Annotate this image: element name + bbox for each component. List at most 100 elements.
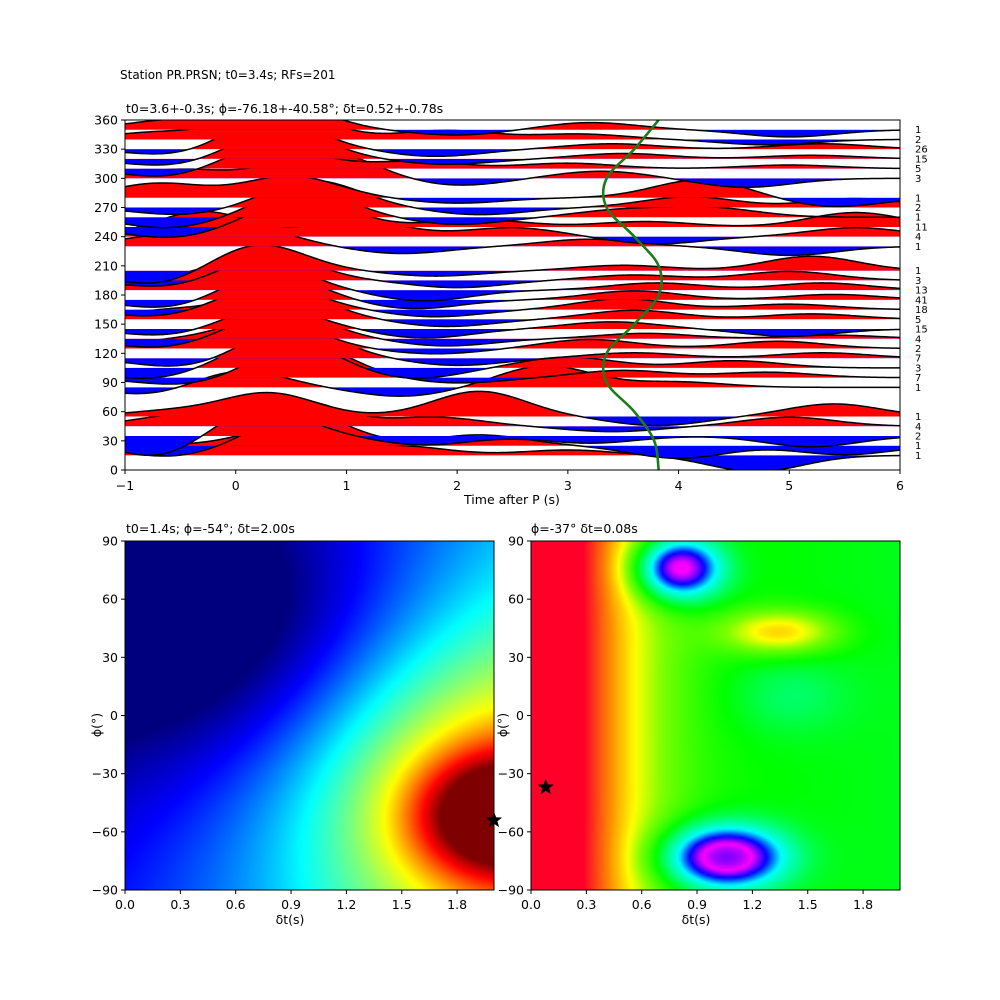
trace-count-label: 2 <box>915 344 921 355</box>
trace-count-label: 1 <box>915 441 921 452</box>
rf-gather-x-label: Time after P (s) <box>463 492 560 507</box>
x-tick-label: 5 <box>785 478 793 493</box>
rf-trace-line <box>125 120 900 138</box>
rf-trace-positive-fill <box>125 289 900 320</box>
x-tick-label: 4 <box>675 478 683 493</box>
grid-search-right-y-label: ϕ(°) <box>495 713 510 737</box>
grid-search-left-best-fit <box>485 811 503 828</box>
y-tick-label: 270 <box>94 200 118 215</box>
rf-trace-negative-fill <box>125 246 900 256</box>
grid-search-right-ticks: 0.0 0.3 0.6 0.9 1.2 1.5 1.8 −90 −60 −30 0 30 60 90 <box>498 534 873 913</box>
grid-search-left-x-label: δt(s) <box>276 912 305 927</box>
y-tick-label: 330 <box>94 142 118 157</box>
rf-trace-negative-fill <box>125 226 220 238</box>
grid-search-right-panel: ϕ=-37° δt=0.08s 0.0 0.3 0.6 0.9 1.2 1.5 1.8 −90… <box>495 521 901 927</box>
grid-search-right-x-label: δt(s) <box>682 912 711 927</box>
rf-trace-positive-fill <box>125 284 900 310</box>
y-tick-label: 0 <box>110 708 118 723</box>
rf-trace-negative-fill <box>125 338 900 348</box>
rf-trace-negative-fill <box>125 329 900 338</box>
rf-gather-panel: t0=3.6+-0.3s; ϕ=-76.18+-40.58°; δt=0.52+… <box>94 101 928 507</box>
rf-trace-line <box>125 175 900 208</box>
rf-trace-positive-fill <box>125 145 900 169</box>
y-tick-label: 0 <box>110 463 118 478</box>
trace-count-label: 1 <box>915 193 921 204</box>
trace-count-label: 1 <box>915 125 921 136</box>
rf-trace-positive-fill <box>125 175 779 198</box>
x-tick-label: 0.6 <box>632 897 652 912</box>
x-tick-label: 0.3 <box>170 897 190 912</box>
rf-trace-line <box>125 390 900 427</box>
x-tick-label: −1 <box>116 478 134 493</box>
rf-trace-negative-fill <box>125 387 461 397</box>
rf-trace-negative-fill <box>125 416 900 426</box>
y-tick-label: 60 <box>508 592 524 607</box>
trace-count-label: 2 <box>915 135 921 146</box>
model-delay-curve <box>601 120 663 470</box>
x-tick-label: 1.2 <box>742 897 762 912</box>
rf-trace-negative-fill <box>125 236 900 244</box>
rf-trace-positive-fill <box>125 120 900 130</box>
rf-gather-plot-area <box>125 120 900 470</box>
rf-trace-negative-fill <box>125 270 530 284</box>
y-tick-label: 180 <box>94 288 118 303</box>
rf-trace-negative-fill <box>125 217 541 228</box>
trace-count-label: 1 <box>915 242 921 253</box>
rf-trace-negative-fill <box>125 207 900 215</box>
rf-trace-negative-fill <box>125 377 900 385</box>
trace-count-label: 18 <box>915 305 928 316</box>
rf-trace-positive-fill <box>125 365 900 388</box>
grid-search-left-title: t0=1.4s; ϕ=-54°; δt=2.00s <box>126 521 295 536</box>
trace-count-label: 4 <box>915 334 921 345</box>
y-tick-label: 210 <box>94 258 118 273</box>
trace-count-label: 11 <box>915 222 928 233</box>
trace-count-label: 15 <box>915 325 928 336</box>
trace-count-label: 1 <box>915 451 921 462</box>
x-tick-label: 1 <box>342 478 350 493</box>
trace-count-label: 7 <box>915 373 921 384</box>
rf-trace-negative-fill <box>125 299 524 309</box>
trace-count-label: 3 <box>915 174 921 185</box>
rf-trace-negative-fill <box>125 309 525 317</box>
grid-search-right-best-fit <box>537 778 555 795</box>
x-tick-label: 6 <box>896 478 904 493</box>
best-fit-star-icon <box>485 811 503 828</box>
y-tick-label: 90 <box>102 375 118 390</box>
y-tick-label: 30 <box>102 650 118 665</box>
rf-trace-positive-fill <box>125 273 900 300</box>
x-tick-label: 1.8 <box>447 897 467 912</box>
trace-count-label: 2 <box>915 431 921 442</box>
rf-gather-title: t0=3.6+-0.3s; ϕ=-76.18+-40.58°; δt=0.52+… <box>126 101 443 116</box>
x-tick-label: 1.5 <box>798 897 818 912</box>
x-tick-label: 1.2 <box>336 897 356 912</box>
y-tick-label: 120 <box>94 346 118 361</box>
y-tick-label: 300 <box>94 171 118 186</box>
x-tick-label: 0.3 <box>576 897 596 912</box>
rf-trace-negative-fill <box>125 280 900 288</box>
rf-trace-positive-fill <box>195 308 701 330</box>
x-tick-label: 0.6 <box>226 897 246 912</box>
rf-trace-negative-fill <box>125 168 199 177</box>
y-tick-label: 30 <box>508 650 524 665</box>
y-tick-label: −90 <box>498 883 524 898</box>
best-fit-star-icon <box>537 778 555 795</box>
rf-gather-x-ticks: −1 0 1 2 3 4 5 6 <box>116 470 904 493</box>
rf-trace <box>125 390 900 427</box>
rf-trace-positive-fill <box>125 318 900 349</box>
y-tick-label: 60 <box>102 592 118 607</box>
trace-count-label: 41 <box>915 295 928 306</box>
y-tick-label: 90 <box>102 534 118 549</box>
rf-trace-negative-fill <box>125 319 900 327</box>
x-tick-label: 2 <box>453 478 461 493</box>
y-tick-label: 90 <box>508 534 524 549</box>
trace-count-label: 5 <box>915 315 921 326</box>
trace-count-label: 4 <box>915 422 921 433</box>
rf-trace-positive-fill <box>125 245 900 271</box>
y-tick-label: −60 <box>92 824 118 839</box>
rf-trace-negative-fill <box>125 445 900 459</box>
rf-trace-positive-fill <box>125 409 900 436</box>
trace-count-label: 1 <box>915 412 921 423</box>
trace-count-label: 1 <box>915 213 921 224</box>
